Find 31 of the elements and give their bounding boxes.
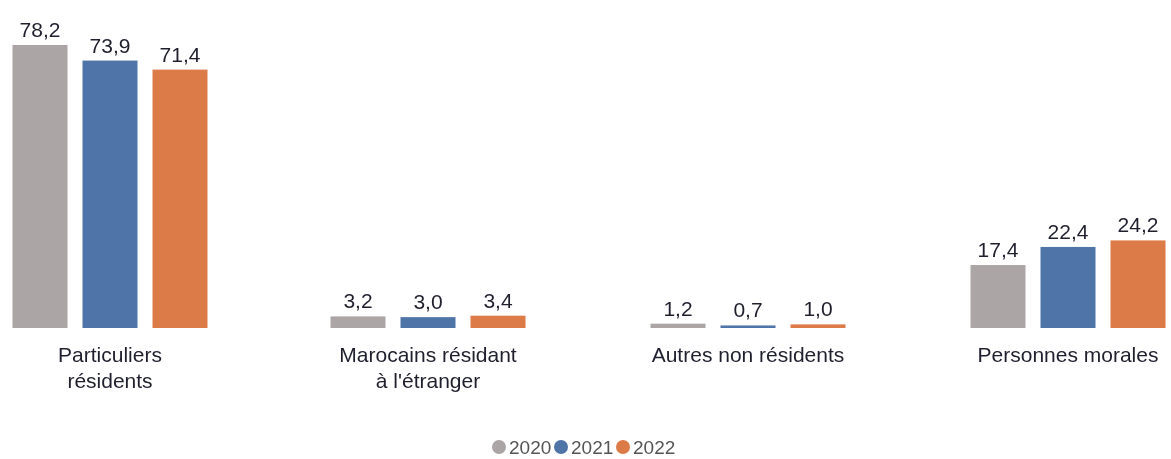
- data-label: 78,2: [19, 18, 61, 41]
- data-label: 1,2: [663, 296, 693, 320]
- data-label: 71,4: [159, 42, 201, 66]
- bar: [470, 315, 526, 328]
- x-tick-label: Personnes morales: [977, 343, 1159, 366]
- data-label: 73,9: [89, 33, 131, 57]
- data-label: 24,2: [1117, 213, 1159, 237]
- x-tick-label: Particuliers résidents: [58, 343, 162, 392]
- x-tick-label: Autres non résidents: [651, 343, 845, 366]
- bar: [82, 60, 138, 328]
- bar: [790, 324, 846, 328]
- data-label: 1,0: [803, 297, 833, 321]
- legend-label: 2022: [633, 437, 676, 458]
- bar: [970, 265, 1026, 328]
- data-label: 0,7: [733, 298, 763, 322]
- bar: [650, 323, 706, 328]
- data-label: 3,4: [483, 288, 513, 312]
- bar: [1110, 240, 1166, 328]
- legend-label: 2021: [571, 437, 614, 458]
- bar: [400, 317, 456, 328]
- data-label: 17,4: [977, 238, 1019, 262]
- data-label: 3,2: [343, 289, 373, 313]
- data-label: 22,4: [1047, 219, 1089, 243]
- bar: [152, 69, 208, 328]
- bar: [720, 325, 776, 328]
- bar: [330, 316, 386, 328]
- bar: [1040, 246, 1096, 328]
- x-tick-label: Marocains résidant à l'étranger: [339, 343, 517, 392]
- bar: [12, 45, 68, 328]
- data-label: 3,0: [413, 290, 443, 314]
- legend-label: 2020: [509, 437, 552, 458]
